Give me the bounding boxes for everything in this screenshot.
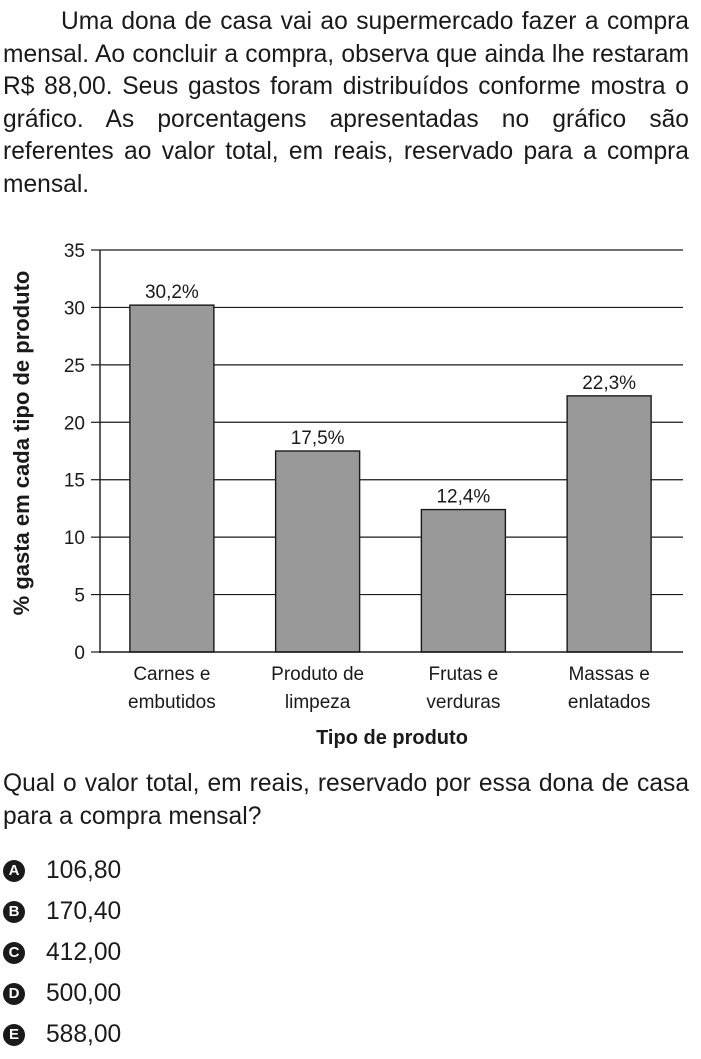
x-category-label: verduras <box>426 692 500 713</box>
x-category-label: limpeza <box>285 692 351 713</box>
option-letter-badge: D <box>3 982 25 1005</box>
bar <box>420 508 507 653</box>
intro-text: Uma dona de casa vai ao supermercado faz… <box>3 6 689 201</box>
axes <box>91 249 683 653</box>
x-category-label: Carnes e <box>133 664 210 685</box>
labels: 0 5 10 15 20 25 30 35 30,2% Carnes e embutidos 17,5… <box>64 241 650 713</box>
bars <box>129 304 652 653</box>
x-category-label: Frutas e <box>429 664 499 685</box>
option-c[interactable]: C 412,00 <box>3 932 121 973</box>
option-value: 500,00 <box>46 979 122 1007</box>
x-category-label: embutidos <box>128 692 216 713</box>
y-tick-label: 5 <box>74 586 85 607</box>
option-letter-badge: E <box>3 1023 25 1046</box>
option-value: 588,00 <box>46 1020 122 1048</box>
y-axis-label: % gasta em cada tipo de produto <box>9 271 34 616</box>
bar-value-label: 22,3% <box>582 373 636 394</box>
question-text: Qual o valor total, em reais, reservado … <box>3 770 689 830</box>
option-letter-badge: B <box>3 900 25 923</box>
bar <box>129 304 215 653</box>
y-tick-label: 0 <box>74 643 85 664</box>
x-axis-label: Tipo de produto <box>316 727 468 749</box>
x-category-label: enlatados <box>568 692 650 713</box>
y-tick-label: 35 <box>64 241 85 262</box>
bar <box>566 395 652 653</box>
option-value: 170,40 <box>46 897 122 925</box>
bar <box>274 450 361 653</box>
option-d[interactable]: D 500,00 <box>3 973 121 1014</box>
option-value: 412,00 <box>46 938 122 966</box>
y-tick-label: 10 <box>64 528 85 549</box>
answer-options: A 106,80 B 170,40 C 412,00 D 500,00 E 588,00 <box>3 850 121 1055</box>
option-a[interactable]: A 106,80 <box>3 850 121 891</box>
option-value: 106,80 <box>46 856 122 884</box>
y-tick-label: 25 <box>64 356 85 377</box>
intro-body: Uma dona de casa vai ao supermercado faz… <box>3 8 689 198</box>
option-letter-badge: A <box>3 859 25 882</box>
x-category-label: Produto de <box>271 664 364 685</box>
bar-value-label: 17,5% <box>291 428 345 449</box>
bar-value-label: 30,2% <box>145 282 199 303</box>
y-tick-label: 20 <box>64 413 85 434</box>
bar-chart: 0 5 10 15 20 25 30 35 30,2% Carnes e embutidos 17,5… <box>9 241 683 749</box>
bar-value-label: 12,4% <box>436 487 490 508</box>
x-category-label: Massas e <box>568 664 649 685</box>
option-letter-badge: C <box>3 941 25 964</box>
option-e[interactable]: E 588,00 <box>3 1014 121 1055</box>
y-tick-label: 30 <box>64 298 85 319</box>
y-tick-label: 15 <box>64 471 85 492</box>
option-b[interactable]: B 170,40 <box>3 891 121 932</box>
